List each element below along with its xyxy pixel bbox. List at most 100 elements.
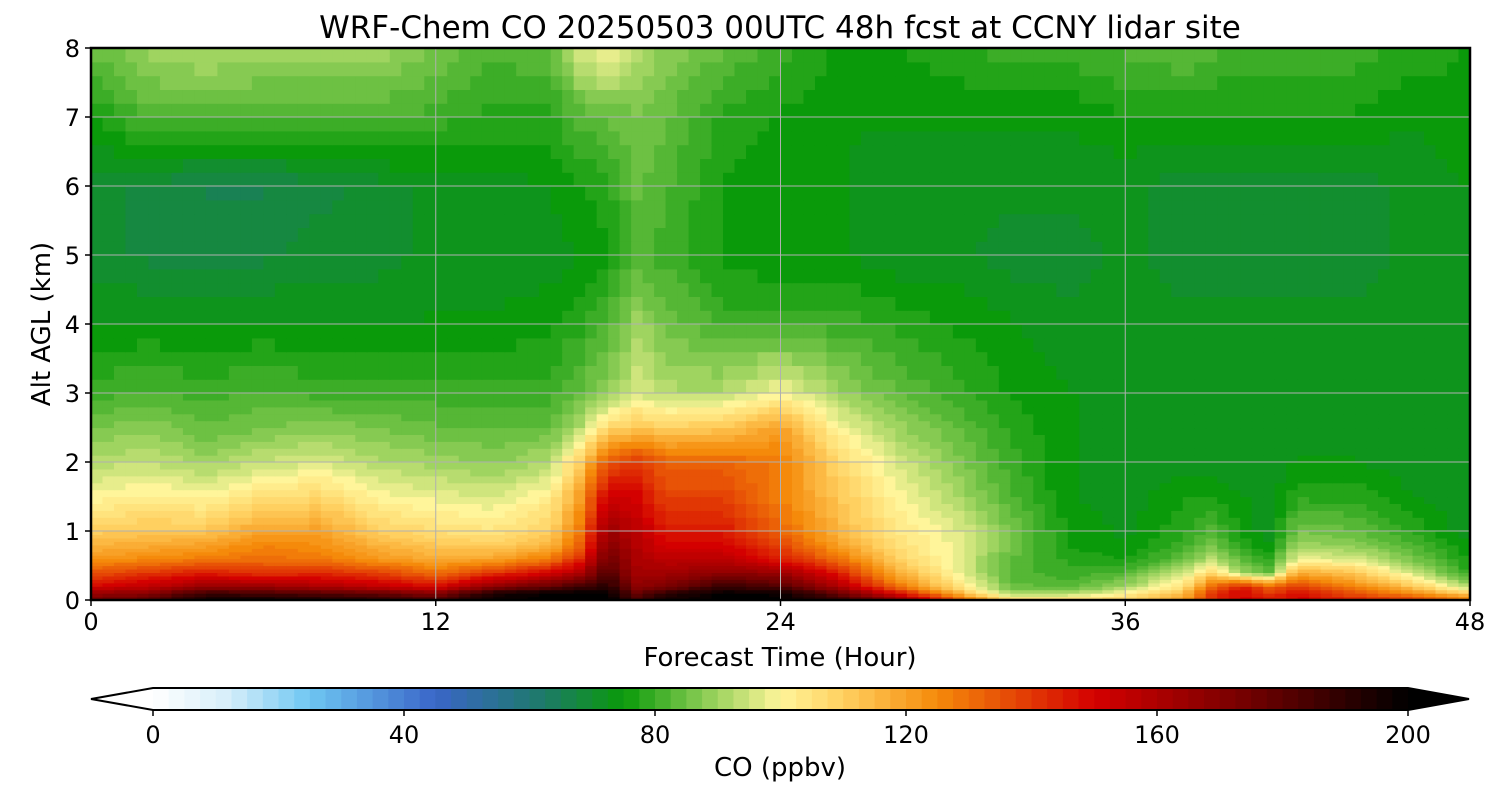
heatmap-cell	[1424, 582, 1437, 587]
heatmap-cell	[1182, 406, 1195, 415]
heatmap-cell	[470, 379, 483, 394]
heatmap-cell	[987, 496, 1000, 504]
heatmap-cell	[1263, 548, 1276, 553]
heatmap-cell	[1343, 575, 1356, 580]
heatmap-cell	[228, 475, 241, 484]
heatmap-cell	[1263, 517, 1276, 525]
heatmap-cell	[734, 562, 747, 567]
heatmap-cell	[251, 537, 264, 542]
heatmap-cell	[837, 586, 851, 591]
heatmap-cell	[1378, 510, 1391, 518]
heatmap-cell	[1113, 475, 1126, 484]
heatmap-cell	[814, 365, 828, 380]
heatmap-cell	[596, 475, 609, 484]
heatmap-cell	[631, 537, 644, 542]
heatmap-cell	[1343, 379, 1356, 394]
heatmap-cell	[447, 489, 460, 498]
heatmap-cell	[883, 475, 897, 484]
heatmap-cell	[1309, 441, 1322, 449]
heatmap-cell	[263, 544, 276, 549]
heatmap-cell	[1286, 448, 1299, 456]
heatmap-cell	[470, 475, 483, 484]
heatmap-cell	[470, 420, 483, 429]
heatmap-cell	[1044, 593, 1057, 598]
heatmap-cell	[769, 455, 782, 463]
heatmap-cell	[1102, 593, 1115, 598]
heatmap-cell	[769, 524, 782, 532]
heatmap-cell	[458, 544, 471, 549]
heatmap-cell	[860, 596, 874, 600]
heatmap-cell	[1412, 596, 1425, 600]
heatmap-cell	[1274, 565, 1287, 570]
heatmap-cell	[458, 565, 471, 570]
heatmap-cell	[412, 534, 425, 539]
heatmap-cell	[1297, 399, 1310, 408]
heatmap-cell	[1102, 517, 1115, 525]
heatmap-cell	[1194, 593, 1207, 598]
heatmap-cell	[723, 572, 736, 577]
heatmap-cell	[182, 503, 196, 511]
heatmap-cell	[343, 510, 356, 518]
heatmap-cell	[688, 572, 701, 577]
heatmap-cell	[895, 489, 908, 498]
heatmap-cell	[952, 586, 965, 591]
heatmap-cell	[987, 503, 1000, 511]
heatmap-cell	[205, 548, 219, 553]
heatmap-cell	[975, 562, 988, 567]
heatmap-cell	[286, 510, 299, 518]
heatmap-cell	[1079, 468, 1092, 477]
heatmap-cell	[378, 496, 391, 504]
heatmap-cell	[941, 503, 954, 511]
heatmap-cell	[757, 393, 770, 401]
heatmap-cell	[286, 537, 299, 542]
heatmap-cell	[849, 572, 862, 577]
heatmap-cell	[1320, 565, 1333, 570]
heatmap-cell	[631, 482, 644, 491]
heatmap-cell	[1171, 582, 1184, 587]
heatmap-cell	[1389, 379, 1402, 394]
heatmap-cell	[1251, 589, 1264, 594]
heatmap-cell	[918, 462, 931, 470]
heatmap-cell	[734, 541, 747, 546]
heatmap-cell	[1435, 448, 1448, 456]
heatmap-cell	[665, 448, 678, 456]
heatmap-cell	[711, 586, 724, 591]
heatmap-cell	[849, 593, 862, 598]
heatmap-cell	[435, 558, 448, 563]
heatmap-cell	[102, 565, 115, 570]
heatmap-cell	[102, 475, 115, 484]
heatmap-cell	[286, 468, 299, 477]
heatmap-cell	[1067, 575, 1080, 580]
heatmap-cell	[1447, 575, 1460, 580]
heatmap-cell	[1447, 572, 1460, 577]
heatmap-cell	[389, 548, 402, 553]
heatmap-cell	[608, 537, 621, 542]
heatmap-cell	[860, 399, 874, 408]
heatmap-cell	[872, 434, 885, 442]
heatmap-cell	[1113, 413, 1126, 422]
heatmap-cell	[504, 413, 517, 422]
heatmap-cell	[1435, 579, 1448, 584]
heatmap-cell	[1056, 413, 1069, 422]
heatmap-cell	[148, 475, 161, 484]
heatmap-cell	[929, 524, 942, 532]
heatmap-cell	[895, 589, 908, 594]
heatmap-cell	[1194, 589, 1207, 594]
heatmap-cell	[1401, 379, 1414, 394]
heatmap-cell	[516, 596, 529, 600]
heatmap-cell	[929, 434, 942, 442]
heatmap-cell	[596, 531, 609, 536]
heatmap-cell	[918, 379, 931, 394]
heatmap-cell	[1067, 541, 1080, 546]
heatmap-cell	[194, 503, 207, 511]
heatmap-cell	[1148, 434, 1161, 442]
heatmap-cell	[1148, 582, 1161, 587]
heatmap-cell	[803, 489, 816, 498]
heatmap-cell	[1136, 475, 1149, 484]
heatmap-cell	[1435, 379, 1448, 394]
heatmap-cell	[1447, 551, 1460, 556]
heatmap-cell	[309, 441, 322, 449]
heatmap-cell	[849, 462, 862, 470]
heatmap-cell	[585, 555, 598, 560]
heatmap-cell	[1010, 510, 1023, 518]
